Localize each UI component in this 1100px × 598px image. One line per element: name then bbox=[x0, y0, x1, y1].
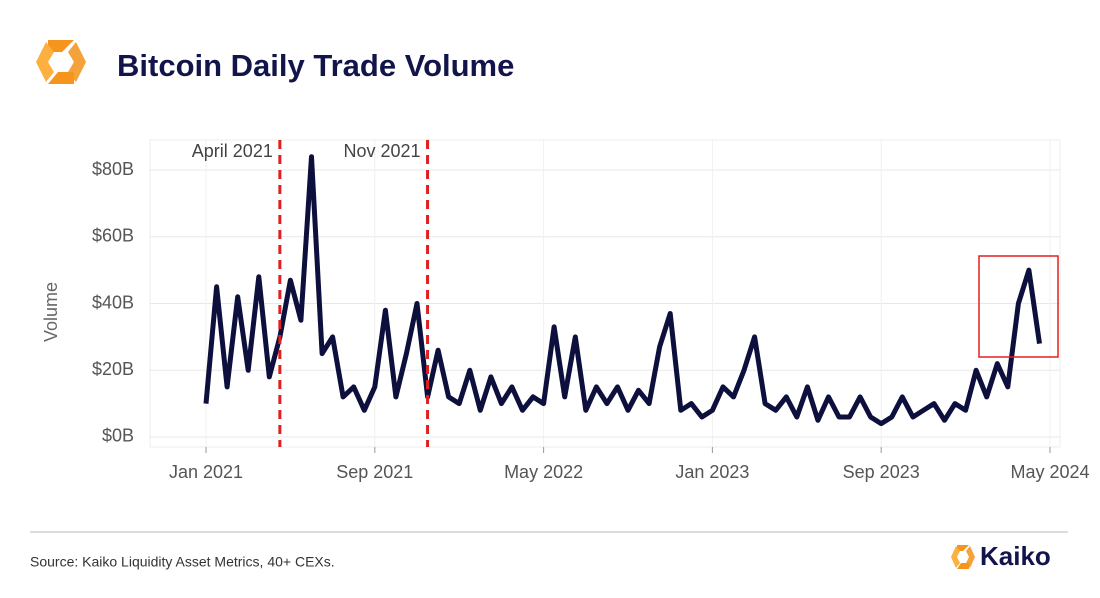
brand: Kaiko bbox=[980, 541, 1051, 571]
plot: $0B $20B $40B $60B $80B Jan 2021 Sep 2021 May 2… bbox=[92, 139, 1090, 482]
x-tick-label: Jan 2021 bbox=[169, 462, 243, 482]
y-tick-label: $20B bbox=[92, 359, 134, 379]
y-tick-label: $0B bbox=[102, 426, 134, 446]
y-tick-label: $80B bbox=[92, 159, 134, 179]
y-tick-label: $60B bbox=[92, 226, 134, 246]
x-tick-label: May 2024 bbox=[1010, 462, 1089, 482]
annotation-label: Nov 2021 bbox=[343, 141, 420, 161]
x-tick-label: May 2022 bbox=[504, 462, 583, 482]
x-tick-label: Jan 2023 bbox=[675, 462, 749, 482]
y-axis-label: Volume bbox=[41, 282, 61, 342]
brand-logo bbox=[951, 545, 975, 569]
logo bbox=[36, 40, 86, 84]
highlight-box bbox=[978, 255, 1059, 358]
y-tick-label: $40B bbox=[92, 292, 134, 312]
plot-frame bbox=[149, 139, 1061, 448]
x-tick-label: Sep 2023 bbox=[843, 462, 920, 482]
x-tick-label: Sep 2021 bbox=[336, 462, 413, 482]
source: Source: Kaiko Liquidity Asset Metrics, 4… bbox=[30, 554, 335, 570]
annotation-label: April 2021 bbox=[192, 141, 273, 161]
chart-title: Bitcoin Daily Trade Volume bbox=[117, 48, 514, 83]
series-line bbox=[203, 154, 1042, 427]
